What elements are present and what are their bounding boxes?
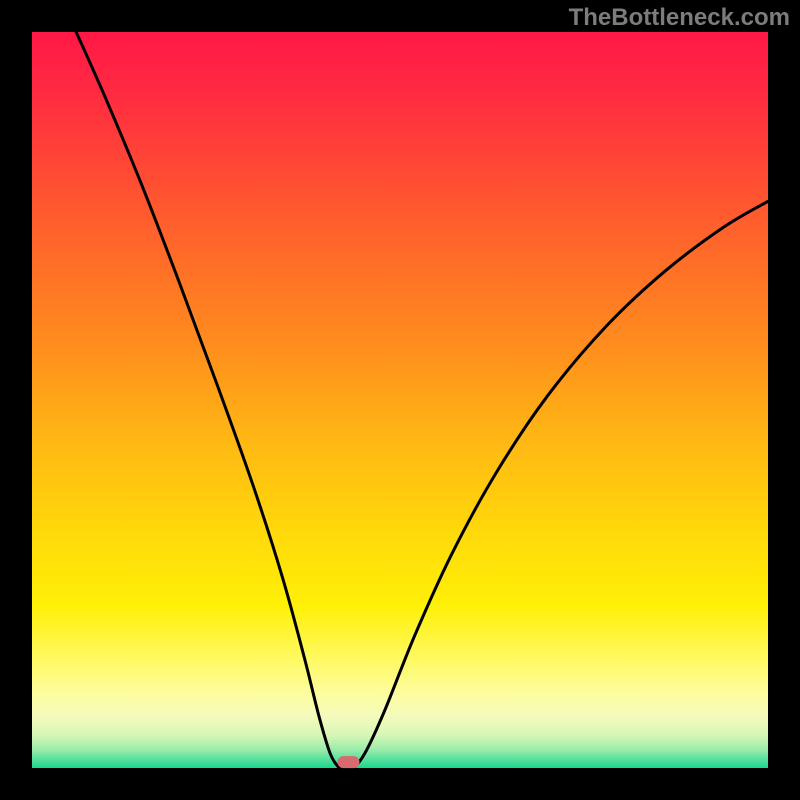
min-marker <box>337 756 359 768</box>
watermark-text: TheBottleneck.com <box>569 4 790 32</box>
bottleneck-chart <box>0 0 800 800</box>
plot-background <box>32 32 768 768</box>
